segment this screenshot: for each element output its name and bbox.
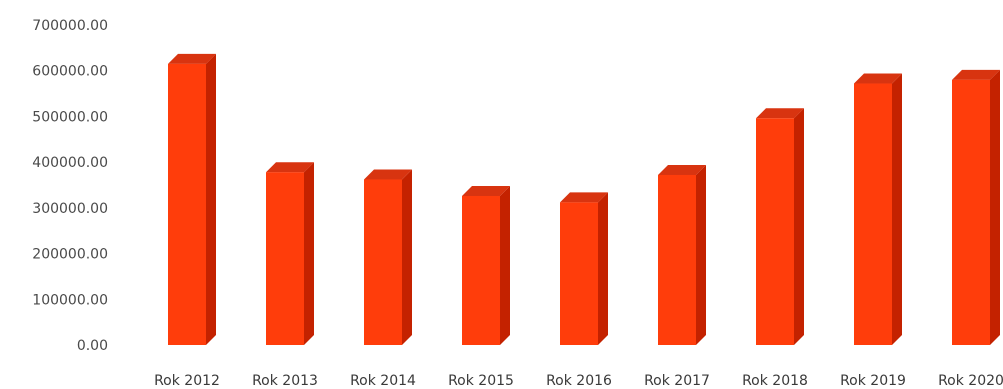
- y-tick-label: 600000.00: [32, 64, 108, 80]
- bar-top-face: [266, 162, 314, 173]
- bar: [168, 53, 216, 345]
- bar-front-face: [364, 179, 402, 345]
- y-tick-label: 500000.00: [32, 109, 108, 125]
- y-tick-label: 300000.00: [32, 201, 108, 217]
- bar: [364, 169, 412, 345]
- bar-side-face: [304, 162, 314, 345]
- bar-side-face: [598, 192, 608, 345]
- bar-side-face: [794, 108, 804, 345]
- bar-front-face: [952, 79, 990, 345]
- bar-front-face: [266, 172, 304, 345]
- bar-top-face: [658, 164, 706, 175]
- bar-top-face: [854, 73, 902, 84]
- bar-top-face: [168, 53, 216, 64]
- bar-top-face: [560, 192, 608, 203]
- bar: [560, 192, 608, 345]
- x-tick-label: Rok 2017: [644, 373, 710, 389]
- x-tick-label: Rok 2013: [252, 373, 318, 389]
- bar-top-face: [952, 69, 1000, 80]
- y-axis: 0.00 100000.00 200000.00 300000.00 400000.00…: [32, 18, 108, 354]
- y-tick-label: 100000.00: [32, 292, 108, 308]
- bar: [658, 164, 706, 345]
- bar-side-face: [206, 53, 216, 345]
- bar-top-face: [364, 169, 412, 180]
- bar-front-face: [168, 63, 206, 345]
- x-tick-label: Rok 2012: [154, 373, 220, 389]
- bar: [952, 69, 1000, 345]
- y-tick-label: 700000.00: [32, 18, 108, 34]
- bar-front-face: [658, 174, 696, 345]
- bar-top-face: [462, 185, 510, 196]
- bar-side-face: [402, 169, 412, 345]
- y-tick-label: 200000.00: [32, 247, 108, 263]
- bar-side-face: [892, 73, 902, 345]
- x-tick-label: Rok 2016: [546, 373, 612, 389]
- bar-side-face: [500, 185, 510, 345]
- bar-side-face: [990, 69, 1000, 345]
- bar: [266, 162, 314, 345]
- x-axis: Rok 2012 Rok 2013 Rok 2014 Rok 2015 Rok 2016…: [154, 373, 1003, 389]
- y-tick-label: 0.00: [77, 338, 108, 354]
- x-tick-label: Rok 2019: [840, 373, 906, 389]
- x-tick-label: Rok 2020: [938, 373, 1003, 389]
- x-tick-label: Rok 2018: [742, 373, 808, 389]
- bar-side-face: [696, 164, 706, 345]
- x-tick-label: Rok 2014: [350, 373, 416, 389]
- bar: [462, 185, 510, 345]
- bar-front-face: [462, 195, 500, 345]
- bar-front-face: [560, 202, 598, 345]
- x-tick-label: Rok 2015: [448, 373, 514, 389]
- bar: [756, 108, 804, 345]
- bar-series: [168, 53, 1000, 345]
- bar: [854, 73, 902, 345]
- y-tick-label: 400000.00: [32, 155, 108, 171]
- bar-front-face: [854, 83, 892, 345]
- bar-top-face: [756, 108, 804, 119]
- bar-front-face: [756, 118, 794, 345]
